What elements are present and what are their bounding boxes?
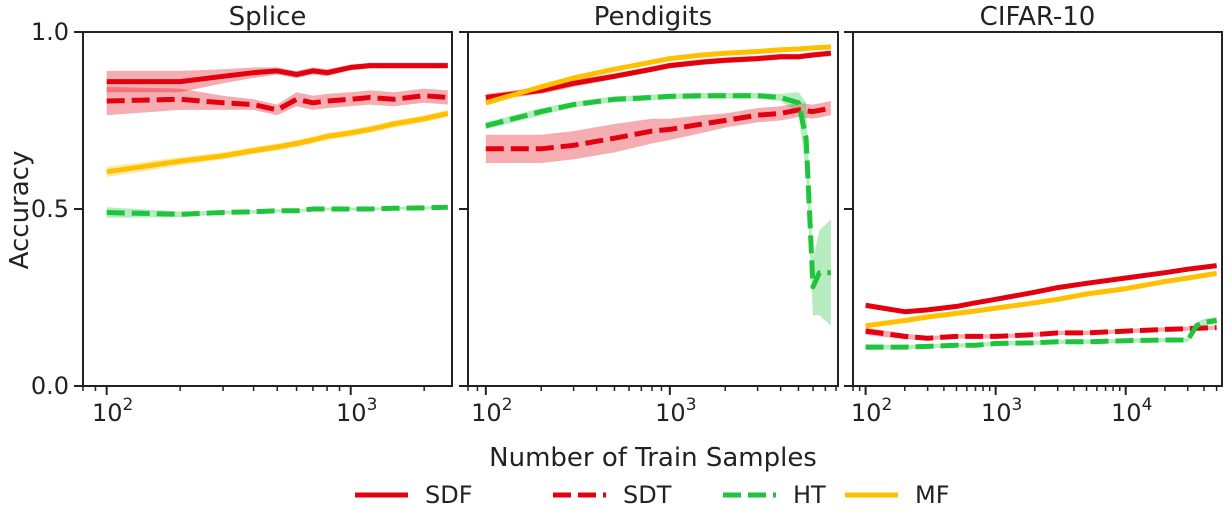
y-tick-label: 0.0 bbox=[31, 372, 69, 400]
x-axis-label: Number of Train Samples bbox=[489, 443, 817, 473]
panel-splice: Splice 102 103 0.0 0.5 1.0 bbox=[31, 2, 453, 427]
panel-pendigits: Pendigits 102 103 bbox=[459, 2, 839, 427]
legend-label: SDF bbox=[425, 481, 473, 509]
legend-label: SDT bbox=[623, 481, 672, 509]
y-axis-label: Accuracy bbox=[5, 151, 35, 270]
line-mf bbox=[865, 270, 1217, 329]
line-sdt bbox=[865, 325, 1217, 341]
line-mf bbox=[106, 110, 449, 175]
line-sdf bbox=[106, 63, 448, 85]
line-sdf bbox=[865, 263, 1217, 315]
panel-title: Pendigits bbox=[594, 2, 712, 32]
line-ht bbox=[485, 93, 831, 290]
line-sdt bbox=[106, 93, 448, 113]
panel-cifar-10: CIFAR-10 102 103 104 bbox=[844, 2, 1223, 427]
band-sdf bbox=[106, 62, 448, 93]
x-tick-label: 103 bbox=[655, 395, 696, 427]
line-mf bbox=[485, 44, 832, 106]
x-tick-label: 103 bbox=[981, 395, 1022, 427]
line-sdf bbox=[485, 50, 832, 100]
legend-item-ht: HT bbox=[723, 481, 826, 509]
plot-area bbox=[106, 62, 449, 218]
legend-item-mf: MF bbox=[845, 481, 950, 509]
x-tick-label: 102 bbox=[471, 395, 512, 427]
line-ht bbox=[865, 318, 1217, 350]
line-sdt bbox=[485, 105, 832, 152]
plot-area bbox=[485, 44, 832, 326]
band-mf bbox=[106, 109, 448, 178]
line-ht bbox=[106, 204, 448, 217]
legend-label: HT bbox=[793, 481, 826, 509]
x-tick-label: 102 bbox=[851, 395, 892, 427]
y-tick-label: 0.5 bbox=[31, 195, 69, 223]
panel-frame bbox=[467, 31, 839, 387]
legend-item-sdt: SDT bbox=[553, 481, 672, 509]
legend: SDF SDT HT MF bbox=[355, 481, 950, 509]
panel-title: CIFAR-10 bbox=[980, 2, 1096, 32]
y-tick-label: 1.0 bbox=[31, 18, 69, 46]
legend-label: MF bbox=[915, 481, 950, 509]
x-tick-label: 103 bbox=[336, 395, 377, 427]
x-tick-label: 104 bbox=[1111, 395, 1152, 427]
legend-item-sdf: SDF bbox=[355, 481, 473, 509]
plot-area bbox=[865, 263, 1217, 350]
band-sdt bbox=[106, 86, 448, 116]
x-tick-label: 102 bbox=[92, 395, 133, 427]
panel-title: Splice bbox=[229, 2, 307, 32]
